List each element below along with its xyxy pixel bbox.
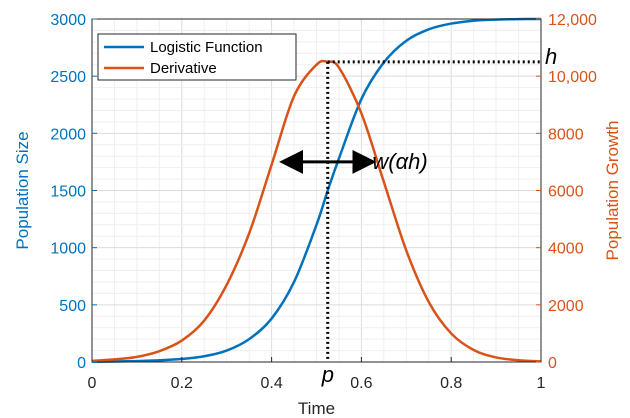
legend-label-logistic: Logistic Function <box>150 39 263 56</box>
y-right-tick-label: 12,000 <box>548 12 597 29</box>
width-label: w(αh) <box>372 149 427 174</box>
x-tick-label: 0.8 <box>440 375 462 392</box>
y-left-tick-label: 1500 <box>50 184 86 201</box>
series-line-logistic <box>91 17 542 364</box>
x-tick-label: 0.6 <box>350 375 372 392</box>
x-axis-label: Time <box>298 399 335 418</box>
x-tick-label: 1 <box>537 375 546 392</box>
x-tick-label: 0 <box>88 375 97 392</box>
y-left-tick-label: 1000 <box>50 241 86 258</box>
y-right-axis-label: Population Growth <box>603 121 622 261</box>
peak-position-label: p <box>321 362 334 387</box>
y-left-tick-label: 3000 <box>50 12 86 29</box>
y-right-tick-label: 0 <box>548 355 557 372</box>
series-line-derivative <box>91 59 542 363</box>
y-left-tick-label: 2500 <box>50 69 86 86</box>
y-right-ticks: 0 2000 4000 6000 8000 10,000 12,000 <box>536 12 597 372</box>
y-left-tick-label: 0 <box>77 355 86 372</box>
peak-height-label: h <box>545 44 557 69</box>
y-left-tick-label: 500 <box>59 298 86 315</box>
x-ticks: 0 0.2 0.4 0.6 0.8 1 <box>88 357 546 392</box>
y-right-tick-label: 2000 <box>548 298 584 315</box>
legend: Logistic Function Derivative <box>97 33 297 81</box>
x-tick-label: 0.4 <box>260 375 282 392</box>
annotations: h p w(αh) <box>279 44 557 387</box>
y-left-axis-label: Population Size <box>13 131 32 249</box>
x-tick-label: 0.2 <box>171 375 193 392</box>
y-right-tick-label: 10,000 <box>548 69 597 86</box>
series-lines <box>91 17 542 364</box>
y-left-tick-label: 2000 <box>50 126 86 143</box>
y-right-tick-label: 8000 <box>548 126 584 143</box>
y-right-tick-label: 4000 <box>548 241 584 258</box>
legend-box <box>97 33 297 81</box>
legend-label-derivative: Derivative <box>150 60 217 77</box>
y-right-tick-label: 6000 <box>548 184 584 201</box>
y-left-ticks: 0 500 1000 1500 2000 2500 3000 <box>50 12 97 372</box>
